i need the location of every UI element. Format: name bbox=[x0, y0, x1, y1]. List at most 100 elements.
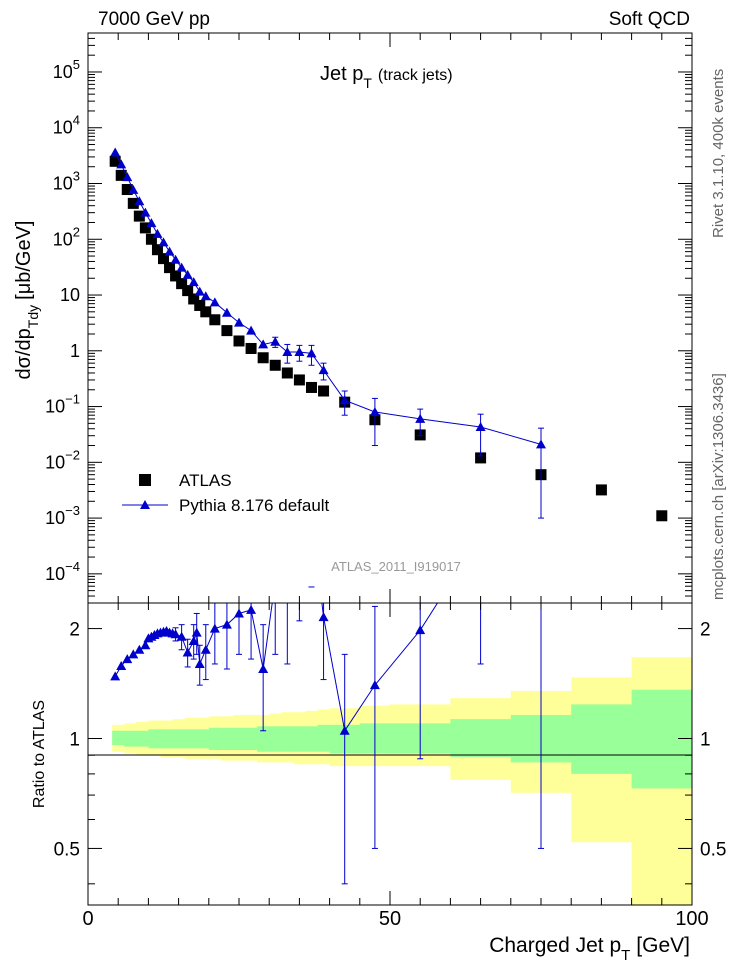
pythia-point bbox=[270, 336, 281, 346]
ratio-point bbox=[116, 660, 127, 670]
pythia-point bbox=[339, 395, 350, 405]
legend-atlas-label: ATLAS bbox=[179, 471, 232, 490]
ratio-point bbox=[209, 623, 220, 633]
atlas-point bbox=[170, 270, 182, 282]
uncertainty-band-stat bbox=[317, 724, 330, 752]
pythia-point bbox=[200, 291, 211, 301]
atlas-point bbox=[257, 352, 269, 364]
pythia-point bbox=[294, 347, 305, 357]
ratio-point bbox=[221, 619, 232, 629]
atlas-point bbox=[188, 293, 200, 305]
atlas-point bbox=[595, 484, 607, 496]
pythia-point bbox=[176, 262, 187, 272]
pythia-point bbox=[415, 413, 426, 423]
atlas-point bbox=[109, 155, 121, 167]
atlas-point bbox=[139, 222, 151, 234]
atlas-point bbox=[209, 314, 221, 326]
ratio-point bbox=[369, 680, 380, 690]
pythia-point bbox=[282, 347, 293, 357]
main-title: Jet pT (track jets) bbox=[320, 63, 453, 91]
ratio-point bbox=[128, 649, 139, 659]
pythia-point bbox=[246, 325, 257, 335]
pythia-point bbox=[128, 184, 139, 194]
x-tick-label: 50 bbox=[379, 908, 401, 930]
header-left: 7000 GeV pp bbox=[98, 9, 210, 30]
pythia-point bbox=[170, 254, 181, 264]
main-y-axis-label: dσ/dpTdy[μb/GeV] bbox=[13, 221, 41, 380]
pythia-point bbox=[369, 406, 380, 416]
uncertainty-band-stat bbox=[172, 729, 186, 749]
atlas-point bbox=[145, 233, 157, 245]
legend-pythia-label: Pythia 8.176 default bbox=[179, 496, 330, 515]
ratio-point bbox=[170, 629, 181, 639]
uncertainty-band-stat bbox=[631, 689, 693, 789]
uncertainty-band-stat bbox=[160, 729, 173, 749]
ratio-y-tick-label-right: 1 bbox=[700, 730, 711, 751]
ratio-point bbox=[318, 612, 329, 622]
uncertainty-band-stat bbox=[245, 727, 258, 751]
atlas-point bbox=[115, 169, 127, 181]
side-label-rivet: Rivet 3.1.10, 400k events bbox=[710, 69, 727, 238]
uncertainty-band-stat bbox=[112, 730, 125, 745]
ratio-marks bbox=[110, 586, 544, 885]
ratio-point bbox=[140, 640, 151, 650]
atlas-point bbox=[121, 184, 133, 196]
atlas-point bbox=[151, 244, 163, 256]
uncertainty-band-stat bbox=[232, 727, 246, 751]
side-label-mcplots: mcplots.cern.ch [arXiv:1306.3436] bbox=[710, 373, 727, 600]
pythia-point bbox=[158, 237, 169, 247]
pythia-point bbox=[306, 348, 317, 358]
uncertainty-band-stat bbox=[571, 704, 632, 774]
y-tick-label: 104 bbox=[53, 113, 80, 138]
uncertainty-band-stat bbox=[269, 726, 282, 752]
uncertainty-band-stat bbox=[220, 727, 234, 751]
ratio-point bbox=[134, 644, 145, 654]
pythia-point bbox=[152, 228, 163, 238]
pythia-point bbox=[116, 159, 127, 169]
y-tick-label: 10−2 bbox=[45, 447, 80, 472]
atlas-point bbox=[475, 452, 487, 464]
uncertainty-band-stat bbox=[257, 726, 270, 752]
pythia-point bbox=[110, 147, 121, 157]
atlas-point bbox=[281, 367, 293, 379]
atlas-point bbox=[233, 335, 245, 347]
uncertainty-band-stat bbox=[281, 726, 294, 752]
ratio-point bbox=[246, 604, 257, 614]
ratio-ticks: 0.5 0.5 1 1 2 2 0 50 100 bbox=[54, 603, 726, 930]
y-tick-label: 103 bbox=[53, 169, 80, 194]
atlas-point bbox=[221, 325, 233, 337]
y-tick-label: 10−1 bbox=[45, 392, 80, 417]
pythia-point bbox=[536, 439, 546, 449]
x-tick-label: 100 bbox=[675, 908, 708, 930]
uncertainty-band-stat bbox=[136, 730, 149, 747]
ratio-point bbox=[110, 671, 121, 681]
atlas-point bbox=[127, 197, 139, 209]
ratio-y-tick-label-right: 2 bbox=[700, 620, 711, 641]
x-axis-label: Charged Jet pT [GeV] bbox=[489, 934, 690, 964]
legend: ATLAS Pythia 8.176 default bbox=[122, 471, 330, 515]
atlas-point bbox=[194, 299, 206, 311]
legend-atlas-marker bbox=[139, 474, 151, 486]
uncertainty-band-stat bbox=[450, 719, 512, 757]
ratio-point bbox=[200, 644, 211, 654]
pythia-point bbox=[140, 207, 151, 217]
atlas-point bbox=[305, 381, 317, 393]
ratio-point bbox=[182, 647, 193, 657]
ratio-y-tick-label: 2 bbox=[69, 620, 80, 641]
pythia-point bbox=[134, 196, 145, 206]
pythia-point bbox=[221, 307, 232, 317]
uncertainty-band-stat bbox=[148, 729, 161, 749]
pythia-point bbox=[209, 297, 220, 307]
analysis-watermark: ATLAS_2011_I919017 bbox=[331, 559, 461, 574]
x-tick-label: 0 bbox=[82, 908, 93, 930]
ratio-point bbox=[191, 627, 202, 637]
atlas-point bbox=[656, 510, 668, 522]
ratio-point bbox=[194, 658, 205, 668]
atlas-point bbox=[245, 342, 257, 354]
uncertainty-band-stat bbox=[124, 730, 137, 747]
atlas-point bbox=[318, 385, 330, 397]
ratio-y-tick-label: 1 bbox=[69, 730, 80, 751]
